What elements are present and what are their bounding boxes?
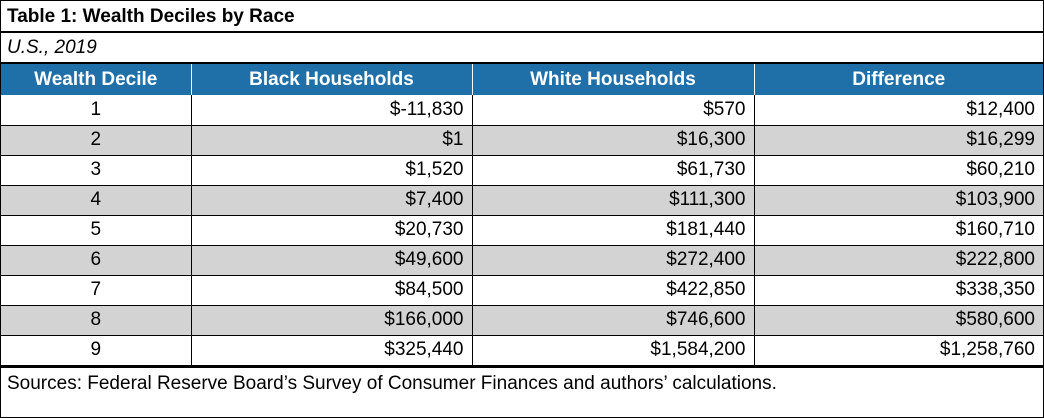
white-households-cell: $570 — [472, 95, 755, 126]
decile-cell: 3 — [1, 155, 192, 186]
decile-cell: 6 — [1, 245, 192, 276]
difference-cell: $338,350 — [754, 275, 1043, 306]
table-body: 1 $-11,830 $570 $12,400 2 $1 $16,300 $16,299 3 $1… — [1, 95, 1043, 366]
white-households-cell: $1,584,200 — [472, 335, 755, 366]
black-households-cell: $1,520 — [191, 155, 473, 186]
difference-cell: $222,800 — [754, 245, 1043, 276]
difference-cell: $16,299 — [754, 125, 1043, 156]
black-households-cell: $-11,830 — [191, 95, 473, 126]
decile-cell: 4 — [1, 185, 192, 216]
difference-cell: $1,258,760 — [754, 335, 1043, 366]
black-households-cell: $1 — [191, 125, 473, 156]
black-households-cell: $84,500 — [191, 275, 473, 306]
table-row: 5 $20,730 $181,440 $160,710 — [1, 215, 1043, 246]
table-row: 6 $49,600 $272,400 $222,800 — [1, 245, 1043, 276]
table-row: 7 $84,500 $422,850 $338,350 — [1, 275, 1043, 306]
table-row: 3 $1,520 $61,730 $60,210 — [1, 155, 1043, 186]
table-row: 1 $-11,830 $570 $12,400 — [1, 95, 1043, 126]
header-row: Wealth Decile Black Households White Hou… — [1, 64, 1043, 95]
difference-cell: $60,210 — [754, 155, 1043, 186]
table-subtitle: U.S., 2019 — [1, 33, 1043, 64]
table-row: 2 $1 $16,300 $16,299 — [1, 125, 1043, 156]
difference-cell: $580,600 — [754, 305, 1043, 336]
white-households-cell: $422,850 — [472, 275, 755, 306]
white-households-cell: $111,300 — [472, 185, 755, 216]
decile-cell: 7 — [1, 275, 192, 306]
decile-cell: 8 — [1, 305, 192, 336]
table-row: 9 $325,440 $1,584,200 $1,258,760 — [1, 335, 1043, 366]
column-header-difference: Difference — [754, 64, 1043, 95]
black-households-cell: $20,730 — [191, 215, 473, 246]
white-households-cell: $746,600 — [472, 305, 755, 336]
white-households-cell: $272,400 — [472, 245, 755, 276]
table-title: Table 1: Wealth Deciles by Race — [1, 1, 1043, 33]
column-header-white: White Households — [472, 64, 755, 95]
source-note: Sources: Federal Reserve Board’s Survey … — [1, 365, 1043, 398]
white-households-cell: $181,440 — [472, 215, 755, 246]
column-header-decile: Wealth Decile — [1, 64, 192, 95]
table-row: 8 $166,000 $746,600 $580,600 — [1, 305, 1043, 336]
difference-cell: $160,710 — [754, 215, 1043, 246]
difference-cell: $103,900 — [754, 185, 1043, 216]
decile-cell: 2 — [1, 125, 192, 156]
black-households-cell: $166,000 — [191, 305, 473, 336]
black-households-cell: $325,440 — [191, 335, 473, 366]
black-households-cell: $49,600 — [191, 245, 473, 276]
decile-cell: 5 — [1, 215, 192, 246]
white-households-cell: $61,730 — [472, 155, 755, 186]
difference-cell: $12,400 — [754, 95, 1043, 126]
column-header-black: Black Households — [191, 64, 473, 95]
wealth-deciles-table: Wealth Decile Black Households White Hou… — [1, 64, 1043, 366]
decile-cell: 1 — [1, 95, 192, 126]
white-households-cell: $16,300 — [472, 125, 755, 156]
table-row: 4 $7,400 $111,300 $103,900 — [1, 185, 1043, 216]
black-households-cell: $7,400 — [191, 185, 473, 216]
decile-cell: 9 — [1, 335, 192, 366]
